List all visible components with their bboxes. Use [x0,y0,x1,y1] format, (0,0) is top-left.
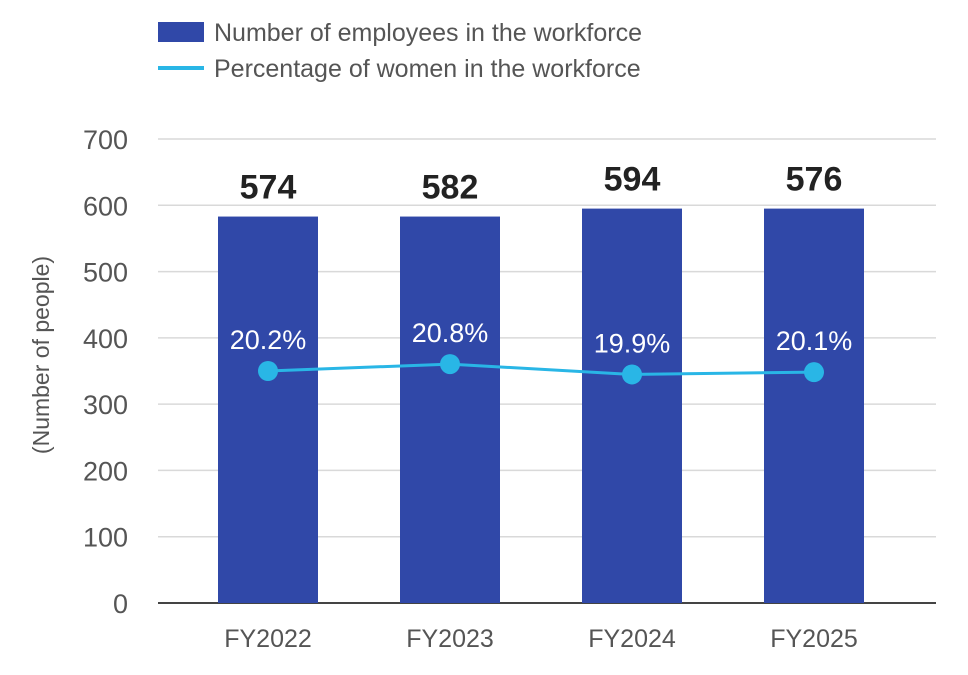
x-tick-label: FY2024 [588,625,676,653]
bar [400,216,500,603]
line-value-label: 20.2% [230,325,307,355]
line-point [440,354,460,375]
bar [582,208,682,603]
line-value-label: 19.9% [594,328,671,358]
bar-value-label: 594 [604,161,661,199]
y-tick-label: 500 [83,258,128,288]
y-tick-label: 200 [83,456,128,486]
bar-value-label: 574 [240,169,297,207]
legend-line-swatch [158,66,204,70]
legend-line-label: Percentage of women in the workforce [214,55,641,83]
bar-data-labels: 574 582 594 576 [240,161,843,207]
x-tick-labels: FY2022 FY2023 FY2024 FY2025 [224,625,858,653]
line-series: 20.2% 20.8% 19.9% 20.1% [230,318,853,385]
line-value-label: 20.8% [412,318,489,348]
line-point [258,361,278,381]
line-point [622,364,642,385]
bar [764,208,864,603]
legend-bar-label: Number of employees in the workforce [214,19,642,47]
y-tick-label: 0 [113,589,128,619]
y-axis-label: (Number of people) [28,256,54,454]
bars [218,208,864,603]
line-path [267,362,815,376]
line-point [804,362,824,383]
y-tick-labels: 0 100 200 300 400 500 600 700 [83,125,128,619]
line-value-label: 20.1% [776,326,853,356]
x-tick-label: FY2025 [770,625,858,653]
bar [218,216,318,603]
y-tick-label: 100 [83,523,128,553]
bar-value-label: 576 [786,161,843,199]
x-tick-label: FY2022 [224,625,312,653]
legend-bar-swatch [158,22,204,42]
legend: Number of employees in the workforce Per… [158,19,642,83]
y-tick-label: 300 [83,390,128,420]
y-tick-label: 400 [83,324,128,354]
y-tick-label: 700 [83,125,128,155]
bar-value-label: 582 [422,169,479,207]
y-tick-label: 600 [83,191,128,221]
x-tick-label: FY2023 [406,625,494,653]
